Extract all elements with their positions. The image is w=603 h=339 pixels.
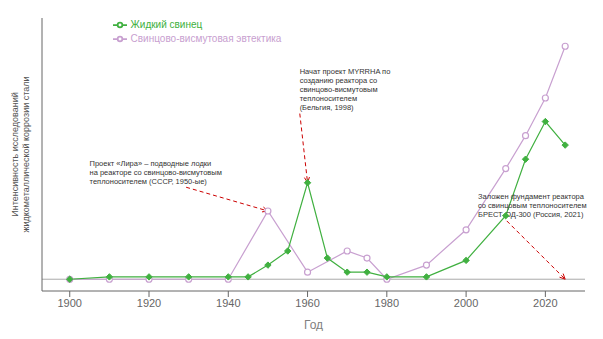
svg-text:Интенсивность исследованийжидк: Интенсивность исследованийжидкометалличе… xyxy=(10,76,31,232)
svg-text:2020: 2020 xyxy=(533,297,557,309)
svg-text:Год: Год xyxy=(304,318,323,331)
svg-text:Проект «Лира» – подводные лодк: Проект «Лира» – подводные лодкина реакто… xyxy=(90,159,222,186)
svg-text:1960: 1960 xyxy=(295,297,319,309)
svg-text:1900: 1900 xyxy=(58,297,82,309)
svg-text:1980: 1980 xyxy=(375,297,399,309)
svg-text:Заложен фундамент реакторасо с: Заложен фундамент реакторасо свинцовым т… xyxy=(478,192,587,219)
svg-text:1940: 1940 xyxy=(216,297,240,309)
svg-text:2000: 2000 xyxy=(454,297,478,309)
svg-text:Начат проект MYRRHA посозданию: Начат проект MYRRHA посозданию реактора … xyxy=(300,67,391,112)
svg-text:1920: 1920 xyxy=(137,297,161,309)
html-text:Свинцово-висмутовая эвтектика: Свинцово-висмутовая эвтектика xyxy=(130,32,282,44)
html-text:Жидкий свинец: Жидкий свинец xyxy=(130,18,203,30)
